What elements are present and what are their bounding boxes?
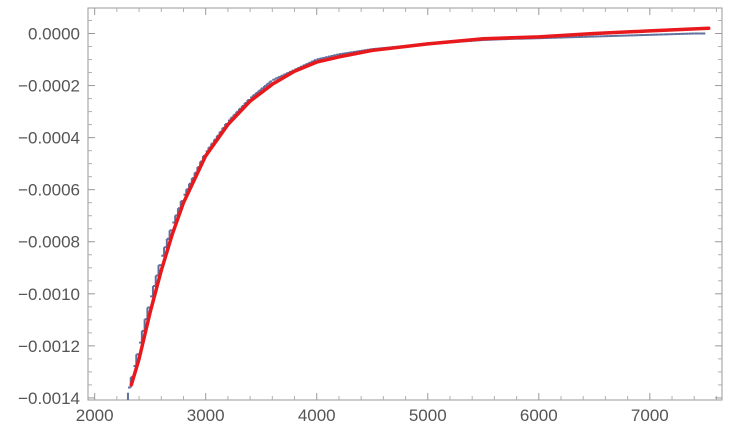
y-tick-label: −0.0008 <box>18 233 80 252</box>
y-tick-label: 0.0000 <box>28 25 80 44</box>
x-tick-label: 2000 <box>76 406 114 425</box>
step-histogram <box>126 32 706 400</box>
y-tick-label: −0.0012 <box>18 337 80 356</box>
y-tick-label: −0.0004 <box>18 129 80 148</box>
x-tick-label: 7000 <box>631 406 669 425</box>
x-tick-label: 6000 <box>520 406 558 425</box>
y-tick-label: −0.0014 <box>18 389 80 408</box>
y-tick-label: −0.0006 <box>18 181 80 200</box>
fit-curve <box>129 26 711 387</box>
x-tick-label: 3000 <box>187 406 225 425</box>
y-tick-label: −0.0002 <box>18 77 80 96</box>
y-tick-label: −0.0010 <box>18 285 80 304</box>
plot-frame <box>87 7 723 401</box>
x-tick-label: 4000 <box>298 406 336 425</box>
x-tick-label: 5000 <box>409 406 447 425</box>
